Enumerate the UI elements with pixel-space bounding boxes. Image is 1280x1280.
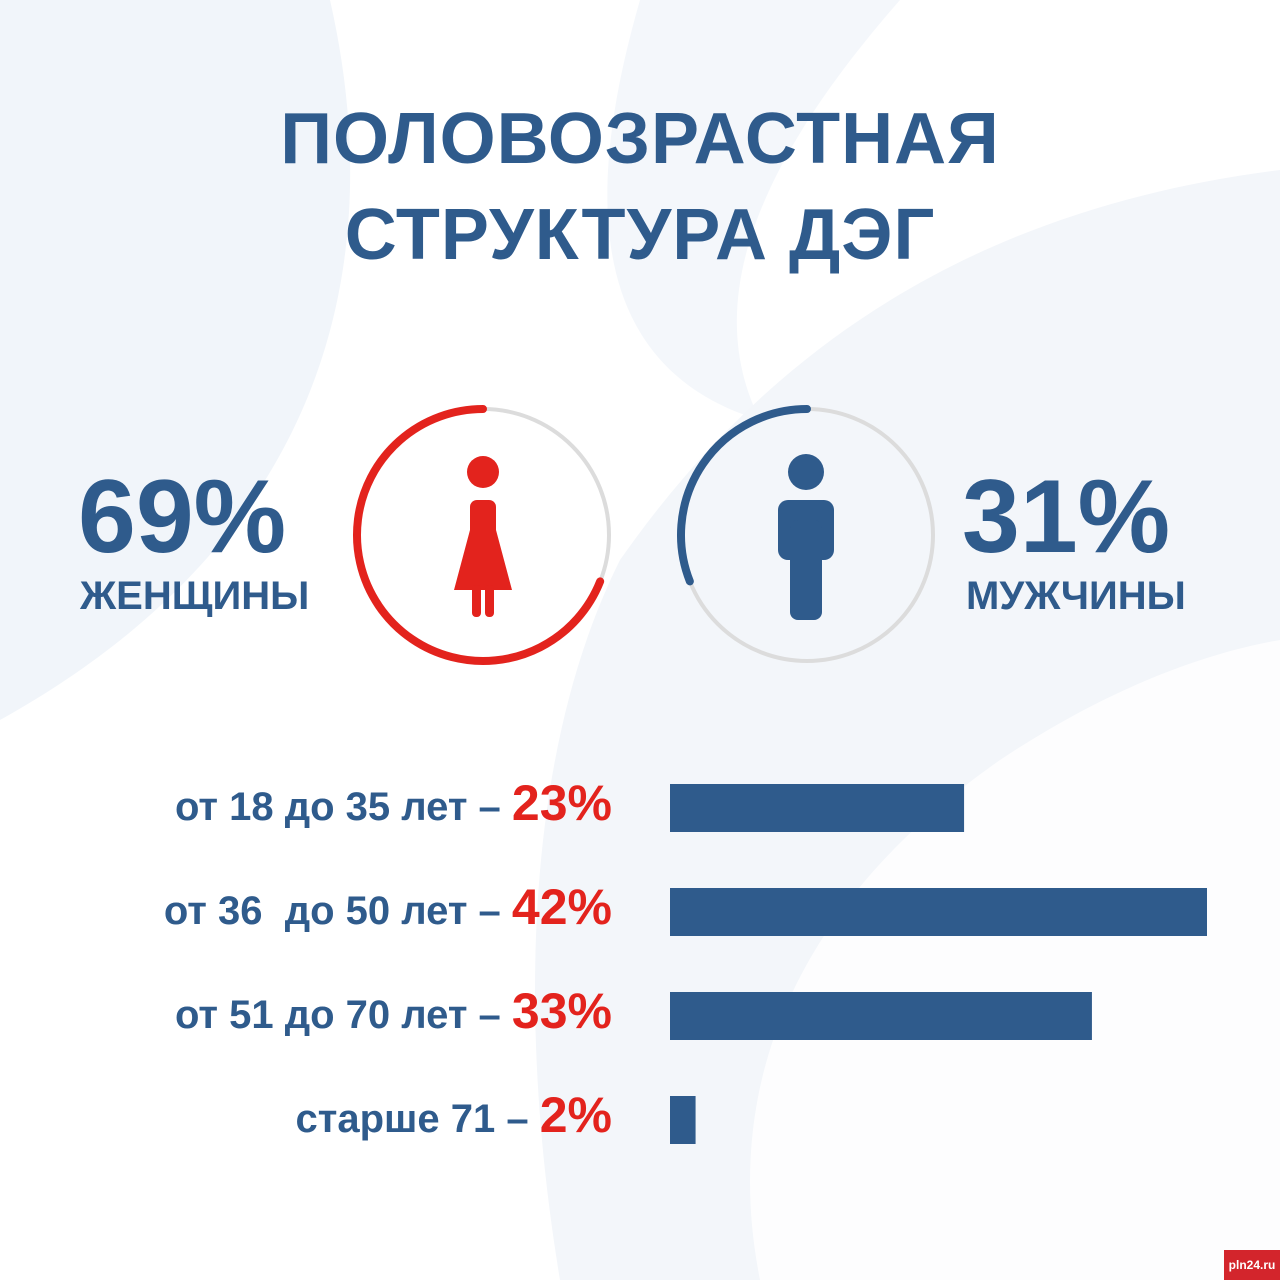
age-row-label-3: от 51 до 70 лет – 33% [175, 986, 612, 1040]
age-category: от 51 до 70 лет [174, 993, 468, 1037]
site-watermark: pln24.ru [1224, 1250, 1280, 1280]
age-separator: – [467, 785, 512, 829]
age-separator: – [467, 993, 512, 1037]
age-separator: – [495, 1097, 540, 1141]
women-label: ЖЕНЩИНЫ [80, 574, 310, 618]
age-category: старше 71 [295, 1097, 496, 1141]
female-icon [454, 456, 512, 617]
age-bar-3 [670, 992, 1092, 1040]
women-percent: 69% [78, 459, 287, 575]
age-value-label: 33% [511, 983, 612, 1039]
page-title-line-1: ПОЛОВОЗРАСТНАЯ [280, 99, 1000, 179]
age-value-label: 42% [511, 879, 612, 935]
age-value-label: 2% [539, 1087, 612, 1143]
women-ring-arc [353, 405, 605, 665]
age-row-label-4: старше 71 – 2% [296, 1090, 612, 1144]
male-icon [778, 454, 834, 620]
age-value-label: 23% [511, 775, 612, 831]
age-bar-2 [670, 888, 1207, 936]
men-ring-arc [677, 405, 811, 586]
men-percent: 31% [962, 459, 1171, 575]
age-row-label-2: от 36 до 50 лет – 42% [164, 882, 612, 936]
page-title-line-2: СТРУКТУРА ДЭГ [344, 195, 936, 275]
age-separator: – [467, 889, 512, 933]
men-label: МУЖЧИНЫ [966, 574, 1186, 618]
age-row-label-1: от 18 до 35 лет – 23% [175, 778, 612, 832]
age-category: от 18 до 35 лет [174, 785, 468, 829]
age-category: от 36 до 50 лет [163, 889, 468, 933]
age-bar-4 [670, 1096, 696, 1144]
age-bar-1 [670, 784, 965, 832]
